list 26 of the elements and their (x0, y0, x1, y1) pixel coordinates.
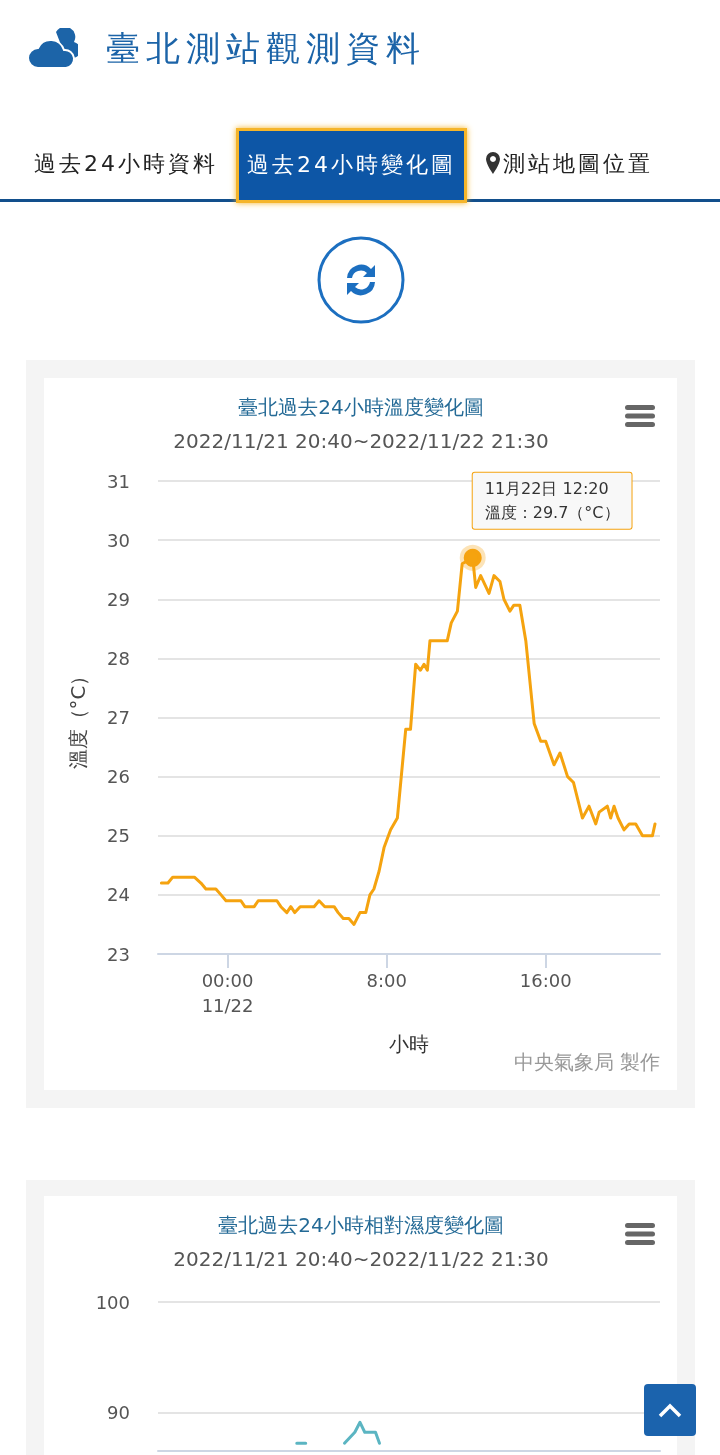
chart-subtitle: 2022/11/21 20:40~2022/11/22 21:30 (173, 429, 549, 453)
text: 臺北測站觀測資料 (106, 27, 426, 70)
y-tick-label: 29 (107, 588, 130, 610)
text: 中央氣象局 製作 (513, 1050, 660, 1074)
text: 過去24小時變化圖 (236, 128, 467, 203)
y-tick-label: 31 (107, 470, 130, 492)
chart-title: 臺北過去24小時相對濕度變化圖 (218, 1213, 504, 1237)
y-tick-label: 25 (107, 825, 130, 847)
y-tick-label: 30 (107, 529, 130, 551)
y-tick-label: 24 (107, 884, 130, 906)
chart-title: 臺北過去24小時溫度變化圖 (238, 395, 484, 419)
text: 過去24小時資料 (34, 150, 218, 178)
chart-subtitle: 2022/11/21 20:40~2022/11/22 21:30 (173, 1247, 549, 1271)
x-tick-label: 16:00 (519, 970, 572, 991)
x-tick-label: 8:00 (366, 970, 407, 991)
x-axis-title: 小時 (389, 1032, 429, 1056)
y-axis-title: 溫度（°C） (66, 665, 90, 770)
x-tick-label: 00:00 11/22 (201, 970, 254, 1016)
y-tick-label: 27 (107, 707, 130, 728)
y-tick-label: 28 (107, 647, 130, 669)
text: 測站地圖位置 (503, 151, 653, 176)
y-tick-label: 100 (95, 1291, 130, 1313)
annotation: 11月22日 12:20 溫度：29.7（°C） (484, 479, 620, 523)
y-tick-label: 90 (107, 1401, 130, 1423)
y-tick-label: 23 (107, 943, 130, 965)
y-tick-label: 26 (107, 766, 130, 788)
